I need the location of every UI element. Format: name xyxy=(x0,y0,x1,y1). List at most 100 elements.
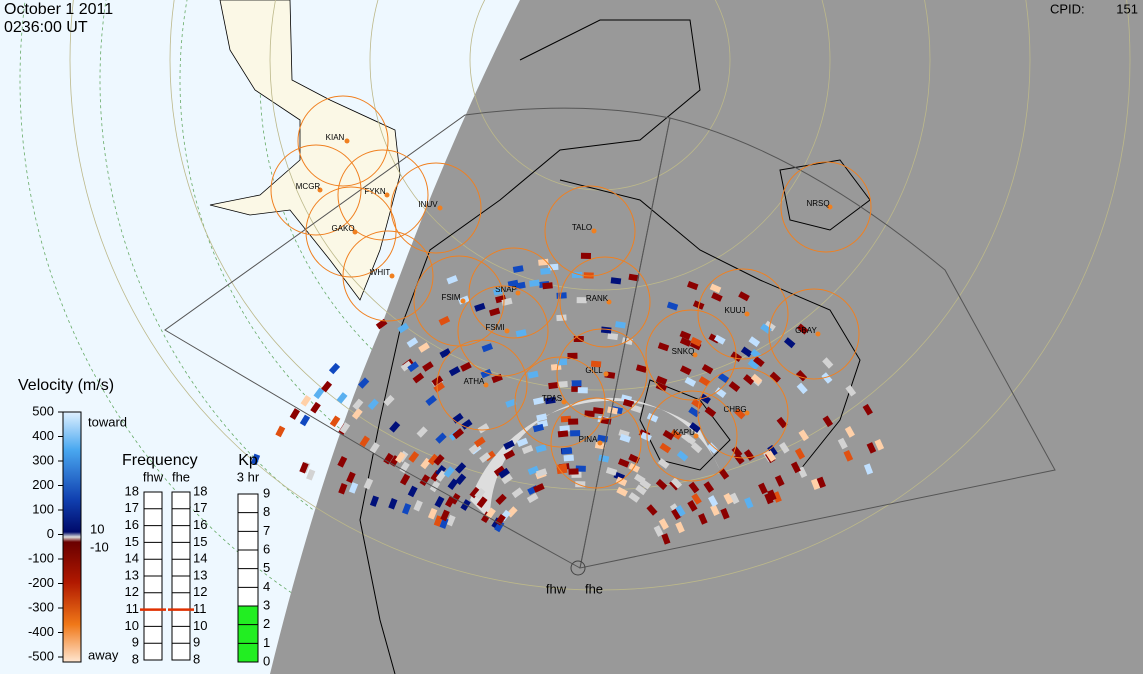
cell xyxy=(729,492,740,505)
station-range xyxy=(457,285,549,377)
station-range xyxy=(697,268,789,360)
velocity-tick-label: 0 xyxy=(47,526,54,541)
cell xyxy=(706,442,719,454)
station-label: INUV xyxy=(418,200,438,209)
cell xyxy=(363,478,374,490)
cell xyxy=(568,418,579,425)
frequency-tick-label: 11 xyxy=(193,601,207,616)
cell xyxy=(532,423,545,433)
cell xyxy=(433,382,445,393)
cell xyxy=(691,398,703,409)
cell xyxy=(306,469,316,481)
cell xyxy=(389,421,401,433)
frequency-tick-label: 14 xyxy=(193,551,207,566)
cell xyxy=(479,452,491,463)
kp-tick-label: 0 xyxy=(263,653,270,668)
cell xyxy=(359,435,370,448)
cell xyxy=(321,380,333,393)
velocity-tick-label: -200 xyxy=(28,575,54,590)
frequency-tick-label: 14 xyxy=(125,551,139,566)
velocity-tick-label: 500 xyxy=(32,403,54,418)
cell xyxy=(734,408,746,420)
cell xyxy=(874,439,885,451)
cell xyxy=(533,483,545,493)
cell xyxy=(659,442,672,454)
frequency-column: fhw xyxy=(143,469,164,484)
cell xyxy=(679,330,692,340)
cell xyxy=(473,436,486,448)
cell xyxy=(452,428,465,440)
cell xyxy=(427,507,438,520)
cell xyxy=(600,326,612,334)
cell xyxy=(434,496,445,508)
station-dot xyxy=(815,331,821,337)
cell xyxy=(639,478,652,490)
cell xyxy=(607,406,619,415)
cell xyxy=(418,342,430,353)
frequency-title: Frequency xyxy=(122,452,198,469)
cell xyxy=(477,423,490,434)
cell xyxy=(675,505,686,517)
cell xyxy=(399,473,411,486)
cell xyxy=(689,422,701,433)
frequency-tick-label: 15 xyxy=(125,534,139,549)
velocity-tick-label: 200 xyxy=(32,477,54,492)
cell xyxy=(845,384,857,397)
cell xyxy=(837,437,848,450)
cell xyxy=(493,287,505,296)
cell xyxy=(485,507,496,520)
velocity-tick-label: -300 xyxy=(28,599,54,614)
cell xyxy=(774,474,785,487)
cell xyxy=(769,371,781,383)
cell xyxy=(698,376,711,387)
station-label: GILL xyxy=(585,366,603,375)
cell xyxy=(590,360,602,368)
time: 0236:00 UT xyxy=(4,19,88,36)
cell xyxy=(348,482,359,494)
cell xyxy=(469,486,481,499)
cell xyxy=(666,301,679,311)
cell xyxy=(743,374,755,386)
cell xyxy=(515,329,527,338)
cell xyxy=(493,465,506,477)
kp-title: Kp xyxy=(238,452,258,469)
cell xyxy=(498,467,510,479)
cell xyxy=(843,449,854,462)
cell xyxy=(433,454,445,466)
station-label: PINA xyxy=(579,435,598,444)
cell xyxy=(767,489,777,501)
cell xyxy=(584,410,595,418)
cell xyxy=(427,453,439,466)
cell xyxy=(275,425,286,438)
cell xyxy=(521,444,534,455)
station-range xyxy=(550,397,642,489)
cell xyxy=(351,408,363,420)
station-dot xyxy=(344,138,350,144)
station-range xyxy=(468,247,560,339)
cell xyxy=(313,387,325,400)
cell xyxy=(699,393,711,404)
cell xyxy=(532,397,545,405)
cell xyxy=(740,346,753,358)
cell xyxy=(346,471,356,484)
cell xyxy=(679,365,692,376)
cell xyxy=(328,362,341,375)
cell xyxy=(655,382,668,392)
cell xyxy=(810,478,821,490)
station-dot xyxy=(317,187,323,193)
station-range xyxy=(768,288,860,380)
cell xyxy=(529,279,540,287)
cell xyxy=(748,336,761,347)
cell xyxy=(446,275,458,285)
cell xyxy=(822,415,834,428)
cell xyxy=(661,533,671,545)
velocity-tick-label: -500 xyxy=(28,648,54,663)
cell xyxy=(646,504,658,516)
cell xyxy=(383,452,394,465)
kp-tick-label: 1 xyxy=(263,635,270,650)
cell xyxy=(657,458,670,469)
cell xyxy=(610,277,622,285)
cell xyxy=(592,407,604,415)
station-range xyxy=(342,230,434,322)
cell xyxy=(635,364,648,373)
